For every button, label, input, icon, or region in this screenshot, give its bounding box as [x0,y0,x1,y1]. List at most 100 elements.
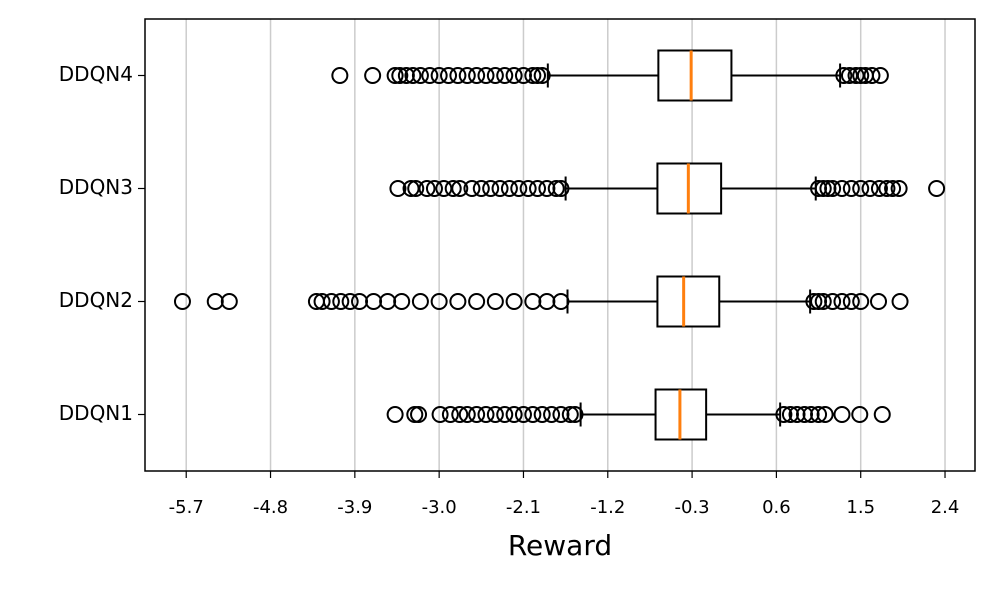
flier [444,180,462,197]
flier [451,180,469,197]
x-tick-label: 1.5 [846,497,875,518]
flier [472,180,490,197]
flier [529,180,547,197]
flier [505,67,523,84]
y-tick-label: DDQN3 [59,175,133,199]
flier [404,67,422,84]
flier [496,67,514,84]
plot-frame [144,18,976,472]
flier [524,67,542,84]
flier [543,406,561,423]
flier [365,293,383,310]
flier [332,293,350,310]
flier [852,293,870,310]
flier [411,67,429,84]
flier [410,406,428,423]
flier [468,293,486,310]
flier [486,67,504,84]
flier [884,180,902,197]
flier [529,67,547,84]
x-axis-label: Reward [508,529,612,562]
flier [824,293,842,310]
flier [547,180,565,197]
flier [468,67,486,84]
x-tick-label: -5.7 [169,497,204,518]
flier [833,180,851,197]
flier [458,406,476,423]
flier [425,180,443,197]
flier [851,406,869,423]
flier [386,406,404,423]
flier [861,180,879,197]
flier [552,180,570,197]
flier [852,180,870,197]
flier [852,67,870,84]
flier [482,180,500,197]
flier [322,293,340,310]
flier [524,406,542,423]
flier [331,67,349,84]
flier [411,293,429,310]
flier [833,293,851,310]
flier [389,180,407,197]
flier [458,67,476,84]
x-tick-label: -2.1 [506,497,541,518]
flier [816,406,834,423]
flier [805,293,823,310]
flier [561,406,579,423]
flier [407,180,425,197]
flier [835,67,853,84]
flier [833,406,851,423]
flier [421,67,439,84]
y-tick-label: DDQN4 [59,62,133,86]
flier [418,180,436,197]
flier [440,67,458,84]
flier [406,406,424,423]
flier [890,180,908,197]
flier [533,406,551,423]
flier [533,67,551,84]
y-tick-label: DDQN2 [59,288,133,312]
flier [552,293,570,310]
flier [449,293,467,310]
flier [477,67,495,84]
x-tick-label: -0.3 [675,497,710,518]
flier [477,406,495,423]
flier [486,406,504,423]
x-tick-label: 2.4 [931,497,960,518]
flier [431,406,449,423]
flier [341,293,359,310]
flier [430,293,448,310]
flier [449,67,467,84]
x-tick-label: 0.6 [762,497,791,518]
y-tick-label: DDQN1 [59,401,133,425]
flier [220,293,238,310]
flier [491,180,509,197]
flier [391,67,409,84]
flier [538,293,556,310]
flier [173,293,191,310]
flier [393,293,411,310]
flier [871,67,889,84]
flier [928,180,946,197]
box [657,49,733,102]
flier [364,67,382,84]
x-tick-label: -4.8 [253,497,288,518]
flier [386,67,404,84]
flier [430,67,448,84]
flier [441,406,459,423]
flier [870,180,888,197]
flier [514,406,532,423]
flier [451,406,469,423]
flier [870,293,888,310]
x-tick-label: -3.9 [337,497,372,518]
x-tick-label: -1.2 [590,497,625,518]
flier [863,67,881,84]
flier [566,406,584,423]
flier [824,180,842,197]
flier [496,406,514,423]
flier [500,180,518,197]
flier [505,293,523,310]
flier [891,293,909,310]
